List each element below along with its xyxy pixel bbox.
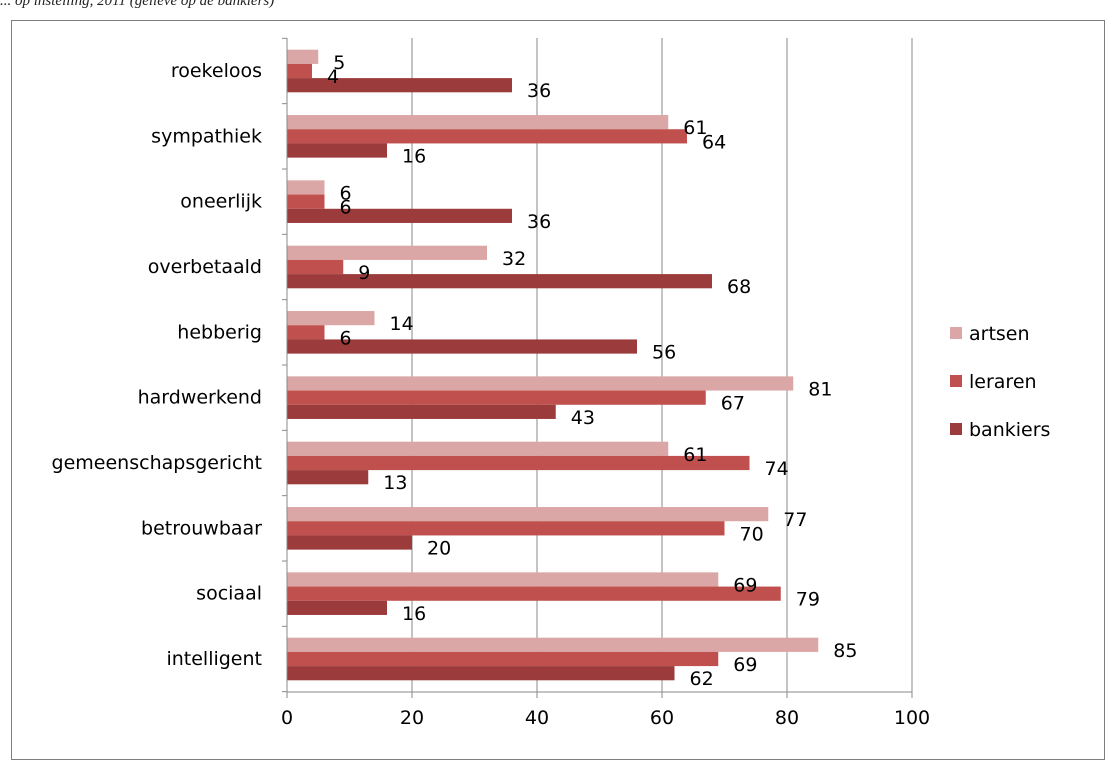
x-tick-label: 80 [775, 707, 799, 729]
data-label: 6 [340, 182, 352, 204]
data-label: 14 [390, 313, 414, 335]
data-label: 79 [796, 589, 820, 611]
bar-leraren [287, 390, 706, 405]
category-label: overbetaald [148, 256, 262, 278]
bar-leraren [287, 586, 781, 601]
data-label: 69 [733, 574, 757, 596]
data-label: 62 [690, 668, 714, 690]
x-tick-label: 0 [281, 707, 293, 729]
category-label: sociaal [196, 583, 262, 605]
bar-bankiers [287, 404, 556, 419]
category-label: betrouwbaar [141, 517, 262, 539]
bar-leraren [287, 194, 325, 209]
data-label: 70 [740, 523, 764, 545]
bar-bankiers [287, 208, 512, 223]
category-label: hebberig [177, 321, 262, 343]
bar-artsen [287, 441, 669, 456]
bar-leraren [287, 521, 725, 536]
data-label: 32 [502, 248, 526, 270]
x-tick-label: 20 [400, 707, 424, 729]
legend-label: artsen [969, 323, 1030, 345]
bar-bankiers [287, 274, 712, 289]
bar-artsen [287, 572, 719, 587]
bar-bankiers [287, 470, 369, 485]
data-label: 13 [383, 472, 407, 494]
category-label: intelligent [166, 648, 262, 670]
data-label: 16 [402, 146, 426, 168]
legend-swatch-artsen [950, 327, 962, 339]
data-label: 36 [527, 80, 551, 102]
x-tick-label: 40 [525, 707, 549, 729]
category-label: gemeenschapsgericht [52, 452, 262, 474]
data-label: 67 [721, 393, 745, 415]
bar-artsen [287, 245, 487, 260]
bar-artsen [287, 507, 769, 522]
data-label: 77 [783, 509, 807, 531]
bar-artsen [287, 637, 819, 652]
x-tick-label: 60 [650, 707, 674, 729]
data-label: 56 [652, 342, 676, 364]
bar-bankiers [287, 666, 675, 681]
bar-bankiers [287, 78, 512, 93]
legend: artsen leraren bankiers [950, 323, 1050, 441]
bar-leraren [287, 129, 687, 144]
bar-bankiers [287, 339, 637, 354]
data-label: 16 [402, 603, 426, 625]
x-tick-label: 100 [894, 707, 930, 729]
data-label: 9 [358, 262, 370, 284]
bar-leraren [287, 325, 325, 340]
category-label: hardwerkend [138, 387, 262, 409]
bars [287, 49, 819, 681]
bar-leraren [287, 259, 344, 275]
data-label: 43 [571, 407, 595, 429]
data-label: 69 [733, 654, 757, 676]
data-label: 74 [765, 458, 789, 480]
bar-artsen [287, 180, 325, 195]
bar-bankiers [287, 600, 387, 615]
data-label: 61 [683, 117, 707, 139]
bar-bankiers [287, 143, 387, 158]
axes: 0 20 40 60 80 100 [281, 37, 930, 729]
bar-leraren [287, 455, 750, 471]
bar-artsen [287, 49, 319, 64]
data-label: 61 [683, 444, 707, 466]
bar-artsen [287, 115, 669, 130]
data-label: 68 [727, 276, 751, 298]
category-label: oneerlijk [180, 191, 262, 213]
category-label: sympathiek [151, 125, 262, 147]
data-label: 20 [427, 538, 451, 560]
data-label: 36 [527, 211, 551, 233]
category-label: roekeloos [171, 60, 262, 82]
data-label: 64 [702, 131, 726, 153]
data-label: 81 [808, 378, 832, 400]
bar-artsen [287, 376, 794, 391]
data-label: 5 [333, 52, 345, 74]
chart-caption: ... op instelling, 2011 (gelieve op de b… [0, 0, 275, 9]
legend-swatch-leraren [950, 375, 962, 387]
data-label: 4 [327, 66, 339, 88]
data-label: 6 [340, 327, 352, 349]
legend-label: leraren [969, 371, 1037, 393]
bar-leraren [287, 651, 719, 667]
legend-swatch-bankiers [950, 423, 962, 435]
bar-leraren [287, 63, 312, 79]
data-label: 85 [833, 640, 857, 662]
legend-label: bankiers [969, 419, 1050, 441]
bar-artsen [287, 311, 375, 326]
data-label: 6 [340, 197, 352, 219]
bar-bankiers [287, 535, 412, 550]
